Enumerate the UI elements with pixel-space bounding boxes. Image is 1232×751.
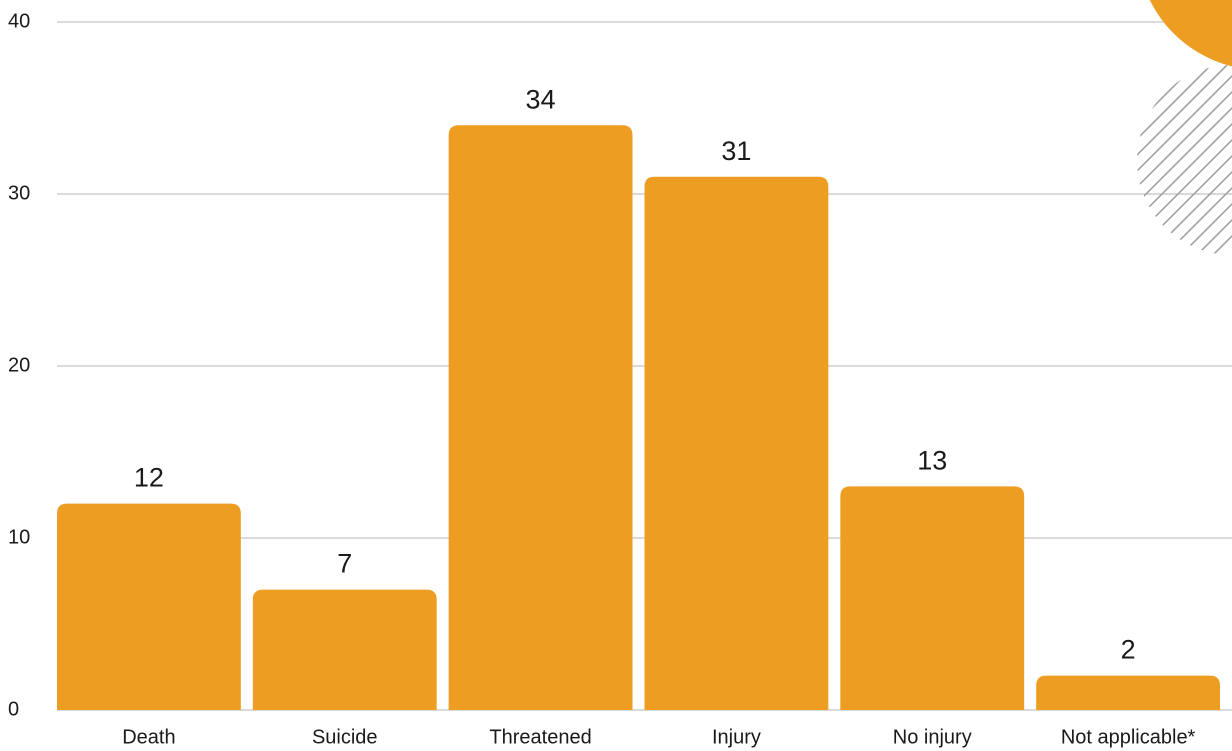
bar: [57, 503, 241, 710]
y-tick-label: 20: [8, 354, 30, 376]
x-tick-label: Suicide: [312, 726, 378, 748]
bar: [252, 589, 437, 710]
bar: [1036, 675, 1220, 710]
bar: [840, 486, 1025, 710]
value-label: 12: [134, 463, 164, 493]
x-tick-label: No injury: [893, 726, 972, 748]
y-tick-label: 0: [8, 698, 19, 720]
value-label: 31: [721, 136, 751, 166]
x-tick-label: Threatened: [489, 726, 591, 748]
bar: [448, 125, 633, 710]
x-tick-label: Not applicable*: [1061, 726, 1196, 748]
decoration: [1137, 0, 1232, 255]
value-label: 13: [917, 446, 947, 476]
value-label: 34: [526, 84, 556, 114]
y-tick-label: 30: [8, 182, 30, 204]
value-label: 2: [1121, 635, 1136, 665]
bar: [644, 176, 829, 711]
value-label: 7: [337, 549, 352, 579]
y-tick-label: 10: [8, 526, 30, 548]
x-tick-label: Death: [122, 726, 175, 748]
x-tick-label: Injury: [712, 726, 761, 748]
decor-circle: [1149, 0, 1232, 67]
y-tick-label: 40: [8, 10, 30, 32]
